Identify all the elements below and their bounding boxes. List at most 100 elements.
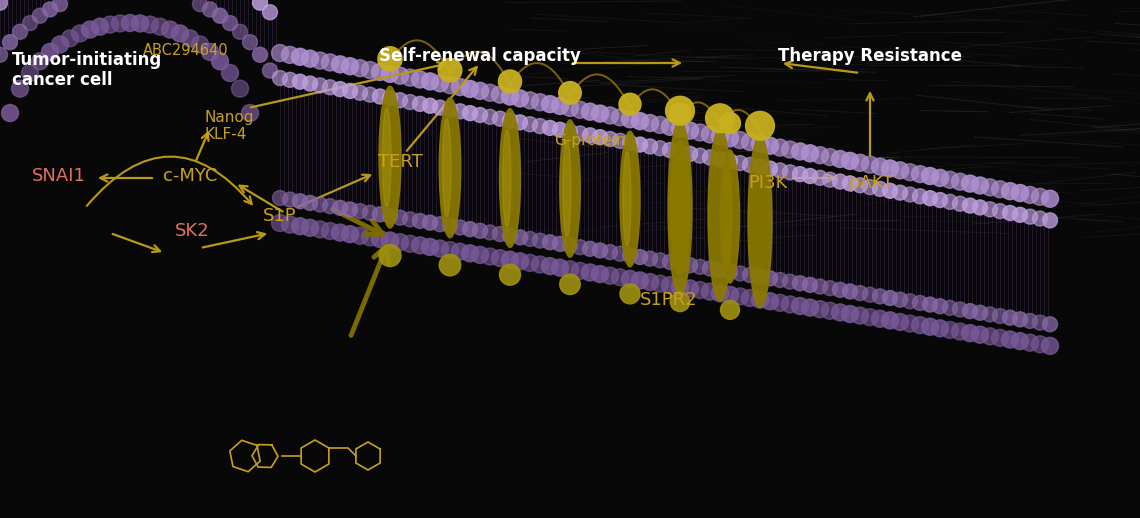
- Circle shape: [352, 204, 367, 219]
- Circle shape: [1021, 334, 1039, 351]
- Circle shape: [741, 290, 758, 307]
- Circle shape: [603, 132, 618, 147]
- Circle shape: [673, 256, 687, 271]
- Circle shape: [81, 21, 98, 38]
- Text: Self-renewal capacity: Self-renewal capacity: [380, 47, 581, 65]
- Circle shape: [882, 183, 897, 198]
- Circle shape: [402, 212, 417, 227]
- Circle shape: [822, 303, 839, 319]
- Circle shape: [572, 240, 587, 255]
- Circle shape: [491, 250, 508, 267]
- Circle shape: [603, 244, 618, 260]
- Circle shape: [442, 102, 457, 117]
- Circle shape: [451, 79, 469, 95]
- Circle shape: [812, 147, 829, 164]
- Circle shape: [481, 248, 498, 265]
- Circle shape: [23, 16, 38, 31]
- Circle shape: [722, 130, 739, 147]
- Circle shape: [438, 59, 462, 82]
- Circle shape: [1011, 184, 1028, 202]
- Circle shape: [0, 0, 8, 10]
- Circle shape: [521, 254, 538, 271]
- Ellipse shape: [670, 140, 690, 275]
- Circle shape: [742, 157, 757, 172]
- Circle shape: [282, 47, 299, 63]
- Circle shape: [231, 80, 249, 97]
- Circle shape: [192, 36, 209, 53]
- Ellipse shape: [668, 121, 692, 295]
- Circle shape: [502, 251, 519, 268]
- Circle shape: [651, 117, 668, 134]
- Circle shape: [498, 70, 521, 93]
- Circle shape: [962, 198, 977, 213]
- Circle shape: [702, 261, 717, 276]
- Circle shape: [373, 89, 388, 104]
- Text: TERT: TERT: [378, 153, 423, 171]
- Circle shape: [378, 244, 401, 267]
- Circle shape: [342, 226, 358, 242]
- Circle shape: [643, 251, 658, 266]
- Circle shape: [581, 264, 598, 281]
- Circle shape: [912, 295, 928, 310]
- Circle shape: [931, 169, 948, 186]
- Circle shape: [1002, 310, 1018, 325]
- Circle shape: [962, 304, 977, 319]
- Circle shape: [971, 177, 988, 194]
- Circle shape: [682, 280, 699, 297]
- Circle shape: [692, 148, 708, 163]
- Circle shape: [862, 309, 879, 326]
- Circle shape: [463, 222, 478, 237]
- Circle shape: [992, 181, 1009, 198]
- Circle shape: [453, 220, 467, 235]
- Circle shape: [852, 154, 869, 171]
- Circle shape: [871, 310, 888, 327]
- Circle shape: [1, 105, 18, 122]
- Circle shape: [720, 300, 740, 319]
- Circle shape: [463, 106, 478, 121]
- Circle shape: [292, 48, 309, 65]
- Circle shape: [621, 270, 638, 287]
- Circle shape: [361, 62, 378, 79]
- Circle shape: [32, 53, 49, 70]
- Circle shape: [482, 109, 497, 124]
- Circle shape: [782, 274, 798, 289]
- Circle shape: [432, 217, 448, 232]
- Circle shape: [921, 318, 938, 335]
- Circle shape: [642, 114, 659, 132]
- Circle shape: [762, 293, 779, 310]
- Ellipse shape: [620, 131, 640, 267]
- Circle shape: [992, 329, 1009, 347]
- Ellipse shape: [724, 170, 731, 263]
- Circle shape: [666, 96, 694, 125]
- Circle shape: [512, 253, 529, 270]
- Circle shape: [522, 117, 537, 132]
- Circle shape: [502, 88, 519, 105]
- Circle shape: [442, 219, 457, 234]
- Circle shape: [1002, 331, 1018, 348]
- Circle shape: [903, 187, 918, 202]
- Circle shape: [592, 266, 609, 283]
- Circle shape: [283, 73, 298, 88]
- Circle shape: [552, 259, 569, 276]
- Circle shape: [481, 84, 498, 101]
- Circle shape: [953, 196, 968, 211]
- Circle shape: [542, 96, 559, 112]
- Circle shape: [383, 209, 398, 224]
- Circle shape: [401, 235, 418, 252]
- Circle shape: [42, 2, 57, 17]
- Circle shape: [321, 54, 339, 71]
- Circle shape: [552, 97, 569, 114]
- Circle shape: [302, 195, 318, 210]
- Ellipse shape: [382, 108, 391, 207]
- Text: pAKT: pAKT: [848, 174, 894, 192]
- Circle shape: [412, 71, 429, 88]
- Circle shape: [592, 105, 609, 122]
- Circle shape: [801, 299, 819, 316]
- Ellipse shape: [442, 119, 451, 217]
- Circle shape: [602, 107, 619, 124]
- Circle shape: [881, 312, 898, 329]
- Circle shape: [531, 256, 548, 273]
- Circle shape: [853, 178, 868, 193]
- Circle shape: [311, 221, 328, 238]
- Circle shape: [862, 156, 879, 173]
